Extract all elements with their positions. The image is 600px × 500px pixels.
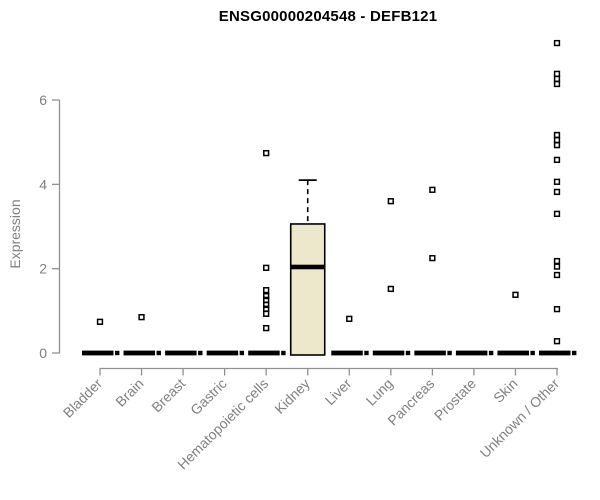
x-tick-label: Unknown / Other xyxy=(477,375,563,461)
median-line xyxy=(290,264,325,270)
outlier-point xyxy=(387,285,394,293)
zero-bar-end xyxy=(156,350,161,356)
zero-bar xyxy=(165,350,197,356)
outlier-point xyxy=(553,210,561,217)
outlier-point xyxy=(138,314,145,321)
zero-bar xyxy=(82,350,114,356)
zero-bar-end xyxy=(239,350,245,356)
x-tick-label: Prostate xyxy=(431,375,479,423)
outlier-point xyxy=(553,257,561,265)
outlier-point xyxy=(263,296,270,304)
outlier-point xyxy=(553,70,561,78)
outlier-point xyxy=(553,75,561,83)
zero-bar-end xyxy=(572,350,577,356)
zero-bar xyxy=(455,350,488,356)
y-tick-label: 0 xyxy=(39,345,47,361)
outlier-point xyxy=(263,264,270,271)
zero-bar xyxy=(414,350,446,356)
zero-bar xyxy=(248,350,280,356)
zero-bar xyxy=(206,350,239,356)
outlier-point xyxy=(553,305,561,313)
outlier-point xyxy=(263,301,270,309)
zero-bar xyxy=(497,350,529,356)
x-tick-label: Lung xyxy=(363,375,396,408)
y-tick-label: 6 xyxy=(39,92,47,108)
outlier-point xyxy=(553,338,561,345)
zero-bar-end xyxy=(364,350,369,356)
x-tick-label: Brain xyxy=(112,375,146,409)
outlier-point xyxy=(553,178,561,185)
outlier-point xyxy=(553,80,561,88)
outlier-point xyxy=(263,305,270,312)
zero-bar-end xyxy=(198,350,203,356)
outlier-point xyxy=(553,39,561,47)
x-tick-label: Liver xyxy=(322,375,355,408)
x-tick-label: Skin xyxy=(490,375,521,406)
outlier-point xyxy=(553,131,561,139)
outlier-point xyxy=(553,136,561,144)
box-kidney xyxy=(289,223,326,356)
y-tick-label: 2 xyxy=(39,261,47,277)
zero-bar-end xyxy=(488,350,494,356)
outlier-point xyxy=(512,291,519,298)
x-tick-label: Bladder xyxy=(60,375,106,421)
zero-bar xyxy=(539,350,571,356)
zero-bar xyxy=(372,350,405,356)
outlier-point xyxy=(96,318,104,325)
y-tick-label: 4 xyxy=(39,176,47,192)
outlier-point xyxy=(553,271,561,279)
zero-bar xyxy=(331,350,363,356)
zero-bar xyxy=(123,350,156,356)
outlier-point xyxy=(553,156,561,164)
zero-bar-end xyxy=(115,350,120,356)
outlier-point xyxy=(429,186,436,193)
outlier-point xyxy=(263,324,270,332)
outlier-point xyxy=(553,263,561,270)
x-tick-label: Kidney xyxy=(271,375,313,417)
zero-bar-end xyxy=(447,350,452,356)
zero-bar-end xyxy=(281,350,286,356)
outlier-point xyxy=(263,149,270,157)
outlier-point xyxy=(387,198,394,205)
outlier-point xyxy=(263,310,270,317)
outlier-point xyxy=(429,254,436,262)
outlier-point xyxy=(553,141,561,149)
zero-bar-end xyxy=(530,350,535,356)
chart-title: ENSG00000204548 - DEFB121 xyxy=(218,8,438,25)
outlier-point xyxy=(553,188,561,196)
zero-bar-end xyxy=(405,350,411,356)
outlier-point xyxy=(346,315,353,322)
x-tick-label: Breast xyxy=(148,375,188,415)
outlier-point xyxy=(263,287,270,294)
outlier-point xyxy=(263,292,270,300)
